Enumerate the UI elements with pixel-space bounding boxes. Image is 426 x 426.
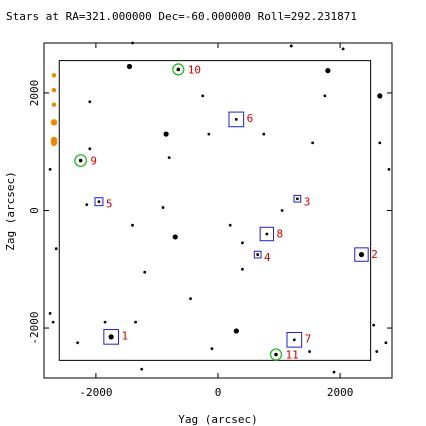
guide-star-point [358,251,365,258]
star-point [143,270,147,274]
guide-star-box [354,247,369,262]
star-point [289,44,293,48]
guide-star-point [256,253,260,256]
guide-star-box [94,197,104,207]
guide-star-label: 5 [106,198,113,211]
guide-star-point [97,200,101,204]
acq-star-circle [172,63,185,76]
star-point [163,131,169,137]
guide-star-point [265,232,269,236]
star-point [48,311,52,315]
star-point [51,320,55,324]
guide-star-point [108,334,114,340]
star-point [172,234,178,240]
guide-star-label: 8 [277,227,284,240]
star-point [341,47,345,51]
acq-star-point [176,67,181,72]
guide-star-box [253,250,262,259]
acq-star-label: 9 [90,155,97,168]
star-point [131,223,134,227]
star-point [372,323,376,327]
star-point [207,132,211,136]
side-marker [51,102,57,107]
star-point [280,209,284,212]
star-point [241,241,244,245]
guide-star-point [234,118,238,121]
star-point [262,132,266,136]
y-tick-label: 2000 [28,80,41,107]
star-point [126,63,133,70]
y-axis-label: Zag (arcsec) [4,171,17,250]
star-point [210,347,214,351]
guide-star-label: 2 [371,248,378,261]
side-marker [51,87,57,93]
x-tick-label: 0 [215,386,222,399]
guide-star-label: 1 [121,330,128,343]
acq-star-label: 10 [188,63,201,76]
guide-star-label: 7 [305,332,312,345]
star-point [375,350,379,353]
guide-star-box [293,194,302,203]
star-point [76,341,79,345]
guide-star-label: 4 [264,251,271,264]
plot-frame [43,42,393,379]
guide-star-point [292,338,296,342]
star-point [161,206,165,209]
guide-star-label: 3 [304,195,311,208]
star-point [387,167,391,171]
acq-star-point [274,352,278,357]
star-point [201,94,205,98]
acq-star-circle [269,348,283,361]
star-point [88,147,92,151]
guide-star-box [286,331,303,348]
star-point [85,203,89,207]
acq-star-circle [74,154,88,167]
acq-star-point [78,158,83,163]
star-point [88,100,92,104]
star-point [189,297,192,301]
guide-star-label: 6 [247,112,254,125]
star-point [323,94,327,98]
acq-star-label: 11 [285,348,298,361]
chart-title: Stars at RA=321.000000 Dec=-60.000000 Ro… [6,10,357,23]
x-axis-label: Yag (arcsec) [178,413,257,426]
star-point [167,156,171,160]
y-tick-label: -2000 [28,311,41,344]
star-point [140,367,144,371]
star-point [241,267,244,271]
star-point [228,223,232,227]
star-point [332,370,336,374]
side-marker [50,119,58,126]
x-tick-label: 2000 [327,386,354,399]
guide-star-box [259,226,275,242]
star-point [377,93,383,99]
star-point [103,320,107,324]
star-point [325,68,331,74]
x-tick-label: -2000 [79,386,112,399]
star-point [384,341,388,345]
guide-star-point [295,197,299,201]
side-marker [50,139,58,147]
star-point [134,320,137,324]
star-point [378,141,382,145]
y-tick-label: 0 [28,207,41,214]
guide-star-box [228,111,245,128]
side-marker [51,73,57,78]
star-point [308,350,311,353]
star-point [131,41,134,45]
star-point [48,167,52,171]
star-point [233,328,239,334]
star-point [311,141,315,145]
field-of-view-box [58,60,372,361]
guide-star-box [103,329,119,345]
star-point [54,247,58,251]
